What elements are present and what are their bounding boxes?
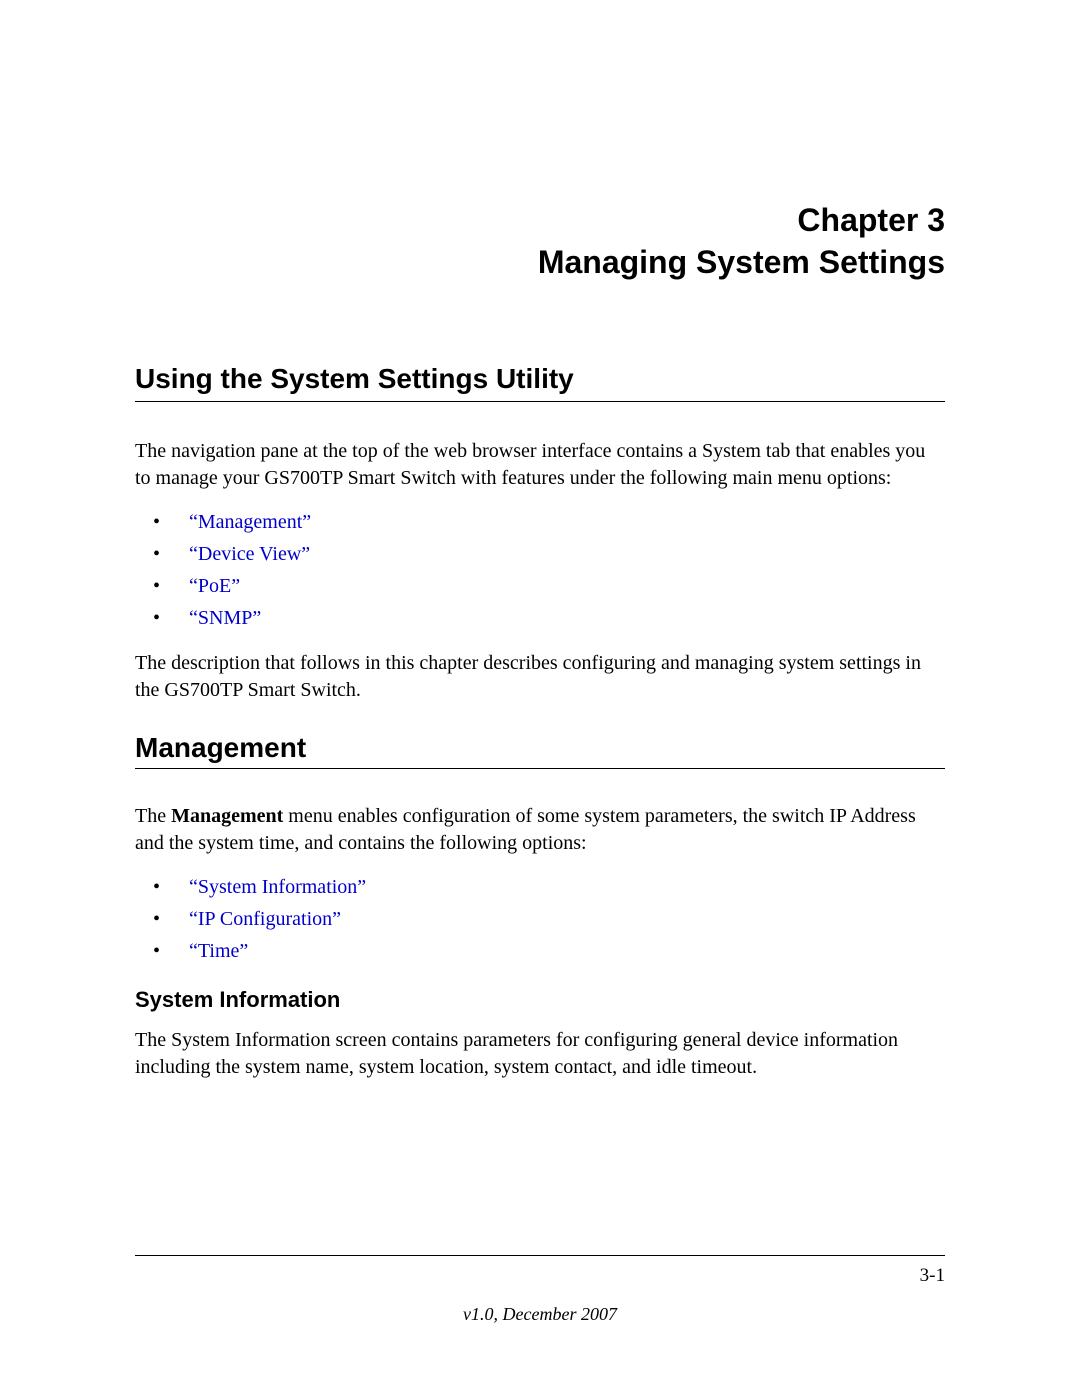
link-system-information[interactable]: “System Information” bbox=[189, 876, 366, 898]
link-device-view[interactable]: “Device View” bbox=[189, 543, 310, 565]
list-item: “PoE” bbox=[135, 570, 945, 602]
page-content: Chapter 3 Managing System Settings Using… bbox=[0, 0, 1080, 1081]
footer-version: v1.0, December 2007 bbox=[0, 1304, 1080, 1325]
link-poe[interactable]: “PoE” bbox=[189, 575, 240, 597]
footer-rule bbox=[135, 1255, 945, 1256]
link-management[interactable]: “Management” bbox=[189, 511, 311, 533]
chapter-name: Managing System Settings bbox=[135, 242, 945, 284]
system-info-paragraph: The System Information screen contains p… bbox=[135, 1027, 945, 1081]
chapter-title: Chapter 3 Managing System Settings bbox=[135, 200, 945, 283]
list-item: “IP Configuration” bbox=[135, 903, 945, 935]
chapter-number: Chapter 3 bbox=[135, 200, 945, 242]
heading-using-system-settings: Using the System Settings Utility bbox=[135, 363, 945, 402]
para-bold: Management bbox=[171, 805, 283, 827]
outro-paragraph-1: The description that follows in this cha… bbox=[135, 650, 945, 704]
link-time[interactable]: “Time” bbox=[189, 940, 248, 962]
page-number: 3-1 bbox=[920, 1265, 945, 1287]
link-ip-configuration[interactable]: “IP Configuration” bbox=[189, 908, 341, 930]
heading-management: Management bbox=[135, 732, 945, 769]
list-item: “Management” bbox=[135, 506, 945, 538]
para-prefix: The bbox=[135, 805, 171, 827]
management-paragraph: The Management menu enables configuratio… bbox=[135, 803, 945, 857]
link-snmp[interactable]: “SNMP” bbox=[189, 607, 261, 629]
menu-options-list-2: “System Information” “IP Configuration” … bbox=[135, 871, 945, 967]
list-item: “Device View” bbox=[135, 538, 945, 570]
menu-options-list-1: “Management” “Device View” “PoE” “SNMP” bbox=[135, 506, 945, 634]
list-item: “SNMP” bbox=[135, 602, 945, 634]
intro-paragraph-1: The navigation pane at the top of the we… bbox=[135, 438, 945, 492]
list-item: “System Information” bbox=[135, 871, 945, 903]
heading-system-information: System Information bbox=[135, 987, 945, 1013]
list-item: “Time” bbox=[135, 935, 945, 967]
